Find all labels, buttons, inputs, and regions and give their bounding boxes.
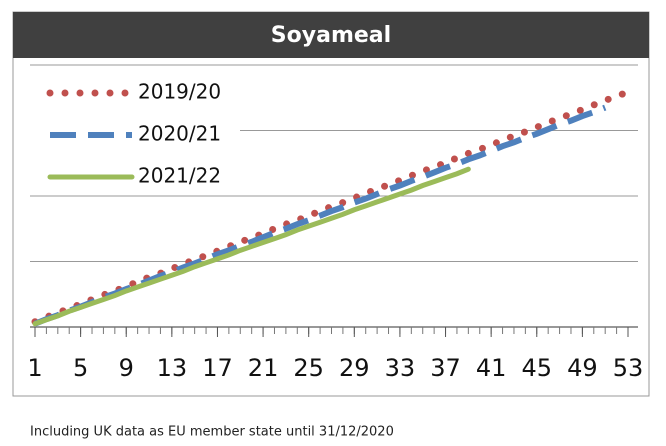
legend-label: 2021/22 — [138, 164, 221, 188]
chart-title: Soyameal — [271, 23, 391, 48]
frame — [12, 11, 650, 397]
grid: 1 5 9 13 17 21 25 29 33 37 41 45 49 53 — [27, 64, 644, 382]
legend: 2019/20 2020/21 2021/22 — [30, 72, 240, 194]
x-tick-label: 53 — [613, 354, 644, 382]
x-tick-label: 41 — [476, 354, 507, 382]
series-line — [32, 166, 471, 327]
x-tick-label: 25 — [293, 354, 324, 382]
x-tick-label: 33 — [385, 354, 416, 382]
x-tick-label: 9 — [119, 354, 134, 382]
x-tick-label: 1 — [27, 354, 42, 382]
x-tick-label: 17 — [202, 354, 233, 382]
x-tick-label: 49 — [567, 354, 598, 382]
x-tick-label: 45 — [521, 354, 552, 382]
legend-label: 2020/21 — [138, 122, 221, 146]
x-tick-label: 13 — [157, 354, 188, 382]
title-bar — [13, 12, 649, 58]
x-tick-label: 29 — [339, 354, 370, 382]
footnote: Including UK data as EU member state unt… — [30, 425, 394, 440]
series-line — [31, 88, 632, 326]
x-tick-label: 5 — [73, 354, 88, 382]
x-tick-label: 21 — [248, 354, 279, 382]
legend-label: 2019/20 — [138, 80, 221, 104]
x-tick-label: 37 — [430, 354, 461, 382]
lines — [31, 88, 632, 327]
